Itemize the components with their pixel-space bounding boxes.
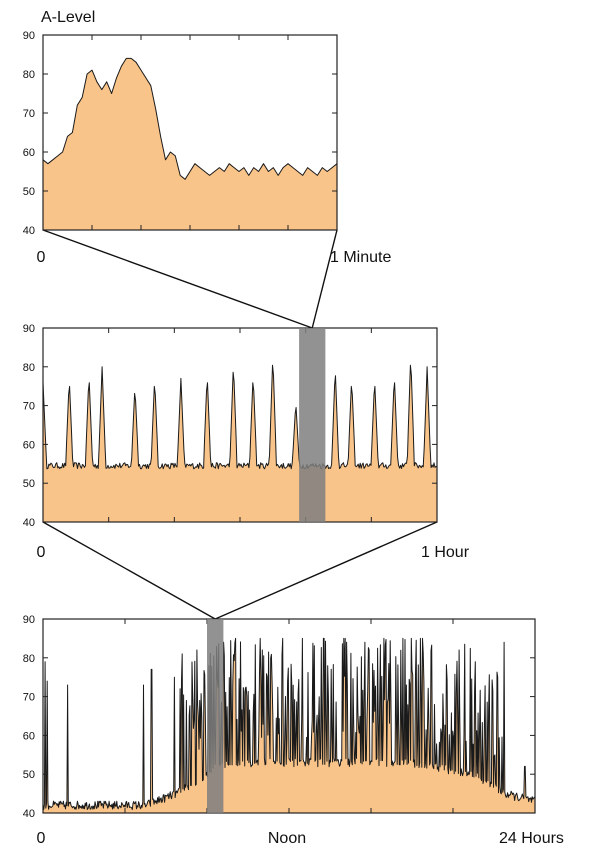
plot-area: 40 50 60 70 80 90 bbox=[23, 323, 438, 529]
series-area bbox=[43, 58, 337, 231]
plot-area: 40 50 60 70 80 90 bbox=[23, 614, 536, 820]
x-tick-end: 1 Hour bbox=[421, 544, 470, 561]
y-tick-label: 50 bbox=[23, 478, 35, 490]
series-area bbox=[43, 365, 437, 522]
zoom-highlight-band bbox=[207, 619, 224, 813]
x-tick-end: 24 Hours bbox=[499, 830, 564, 847]
zoom-connector-line bbox=[42, 521, 216, 620]
chart-panel-24-hours: 40 50 60 70 80 90 0 Noon 24 Hours bbox=[23, 614, 564, 847]
x-tick-end: 1 Minute bbox=[330, 249, 391, 266]
x-tick-start: 0 bbox=[37, 249, 46, 266]
x-tick-middle: Noon bbox=[268, 830, 306, 847]
y-tick-label: 70 bbox=[23, 401, 35, 413]
zoom-connector-line bbox=[42, 229, 313, 329]
zoom-connectors bbox=[42, 229, 438, 620]
chart-panel-1-minute: A-Level 40 50 60 70 80 90 0 1 Minute bbox=[23, 9, 392, 266]
y-tick-label: 90 bbox=[23, 30, 35, 42]
y-tick-label: 90 bbox=[23, 323, 35, 335]
y-tick-label: 40 bbox=[23, 225, 35, 237]
series-area bbox=[43, 638, 535, 813]
chart-panel-1-hour: 40 50 60 70 80 90 0 1 Hour bbox=[23, 323, 470, 561]
y-tick-label: 80 bbox=[23, 653, 35, 665]
plot-frame bbox=[42, 34, 338, 231]
y-tick-label: 80 bbox=[23, 69, 35, 81]
x-tick-start: 0 bbox=[37, 544, 46, 561]
y-tick-label: 40 bbox=[23, 517, 35, 529]
y-tick-label: 50 bbox=[23, 186, 35, 198]
series-line bbox=[42, 637, 536, 810]
plot-area: 40 50 60 70 80 90 bbox=[23, 30, 338, 237]
series-line bbox=[42, 57, 338, 180]
x-tick-start: 0 bbox=[37, 830, 46, 847]
y-tick-label: 80 bbox=[23, 362, 35, 374]
y-tick-label: 40 bbox=[23, 808, 35, 820]
y-tick-label: 50 bbox=[23, 769, 35, 781]
y-tick-label: 60 bbox=[23, 439, 35, 451]
plot-frame bbox=[42, 327, 438, 523]
y-tick-label: 70 bbox=[23, 692, 35, 704]
plot-frame bbox=[42, 618, 536, 814]
y-tick-label: 70 bbox=[23, 108, 35, 120]
y-tick-label: 60 bbox=[23, 147, 35, 159]
zoom-highlight-band bbox=[299, 328, 326, 522]
y-tick-label: 60 bbox=[23, 730, 35, 742]
series-line bbox=[42, 364, 438, 470]
zoom-connector-line bbox=[311, 229, 338, 329]
zoom-connector-line bbox=[214, 521, 438, 620]
y-axis-label: A-Level bbox=[41, 9, 95, 26]
y-tick-label: 90 bbox=[23, 614, 35, 626]
